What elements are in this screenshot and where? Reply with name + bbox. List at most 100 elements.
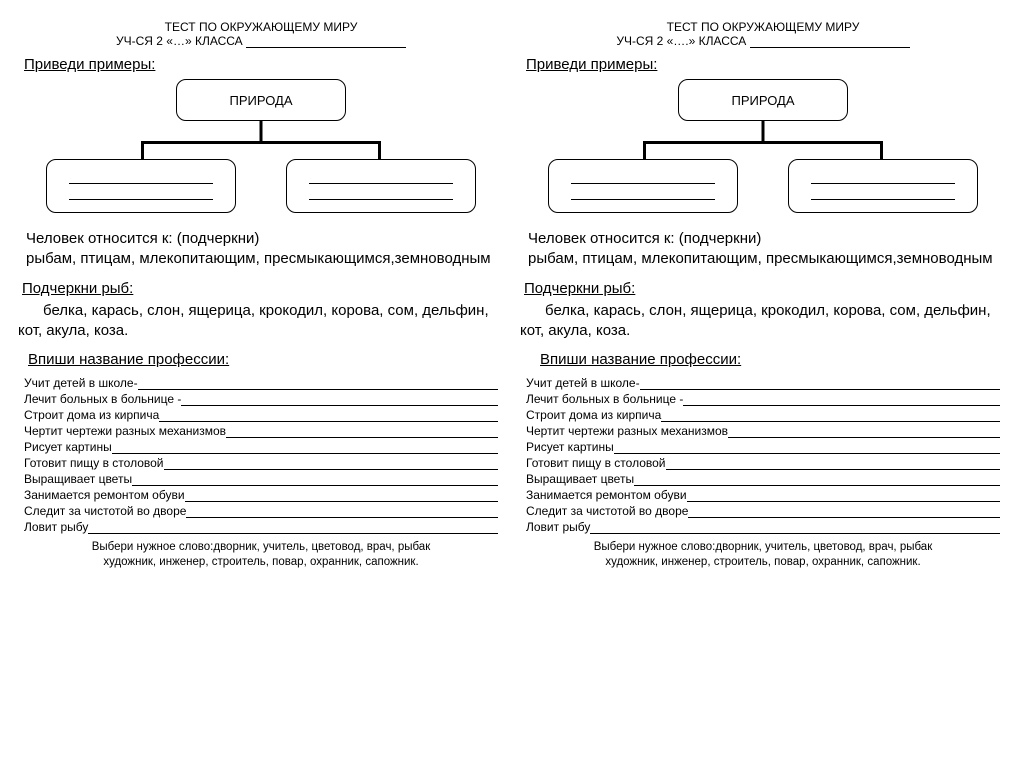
header-title: ТЕСТ ПО ОКРУЖАЮЩЕМУ МИРУ xyxy=(18,20,504,34)
question-2-title: Подчеркни рыб: xyxy=(22,280,504,297)
question-2-list: белка, карась, слон, ящерица, крокодил, … xyxy=(18,301,504,342)
profession-label: Лечит больных в больнице - xyxy=(526,392,683,406)
profession-blank xyxy=(614,442,1000,454)
profession-row: Чертит чертежи разных механизмов xyxy=(526,424,1000,438)
blank-line xyxy=(811,186,955,200)
profession-blank xyxy=(164,458,499,470)
connector-drop-right xyxy=(880,142,883,160)
profession-row: Строит дома из кирпича xyxy=(526,408,1000,422)
blank-line xyxy=(309,170,453,184)
profession-row: Занимается ремонтом обуви xyxy=(526,488,1000,502)
header-title: ТЕСТ ПО ОКРУЖАЮЩЕМУ МИРУ xyxy=(520,20,1006,34)
profession-blank xyxy=(590,522,1000,534)
profession-label: Ловит рыбу xyxy=(526,520,590,534)
connector-drop-left xyxy=(643,142,646,160)
footer-right: Выбери нужное слово:дворник, учитель, цв… xyxy=(520,540,1006,570)
profession-label: Чертит чертежи разных механизмов xyxy=(526,424,728,438)
profession-blank xyxy=(661,410,1000,422)
blank-line xyxy=(571,170,715,184)
profession-row: Учит детей в школе- xyxy=(24,376,498,390)
header-left: ТЕСТ ПО ОКРУЖАЮЩЕМУ МИРУ УЧ-СЯ 2 «…» КЛА… xyxy=(18,20,504,48)
profession-label: Лечит больных в больнице - xyxy=(24,392,181,406)
profession-row: Готовит пищу в столовой xyxy=(24,456,498,470)
profession-row: Рисует картины xyxy=(24,440,498,454)
profession-row: Следит за чистотой во дворе xyxy=(526,504,1000,518)
profession-label: Ловит рыбу xyxy=(24,520,88,534)
name-blank xyxy=(246,47,406,48)
connector-trunk xyxy=(260,121,263,143)
profession-row: Чертит чертежи разных механизмов xyxy=(24,424,498,438)
profession-label: Следит за чистотой во дворе xyxy=(526,504,688,518)
connector-drop-left xyxy=(141,142,144,160)
child-node-left xyxy=(548,159,738,213)
profession-blank xyxy=(186,506,498,518)
blank-line xyxy=(309,186,453,200)
connector-hbar xyxy=(643,141,883,144)
connector-trunk xyxy=(762,121,765,143)
profession-blank xyxy=(666,458,1001,470)
profession-row: Учит детей в школе- xyxy=(526,376,1000,390)
profession-row: Следит за чистотой во дворе xyxy=(24,504,498,518)
profession-label: Занимается ремонтом обуви xyxy=(526,488,687,502)
profession-blank xyxy=(185,490,498,502)
header-class: УЧ-СЯ 2 «…» КЛАССА xyxy=(18,34,504,48)
profession-row: Ловит рыбу xyxy=(526,520,1000,534)
profession-blank xyxy=(132,474,498,486)
question-1: Человек относится к: (подчеркни) рыбам, … xyxy=(528,229,1006,270)
profession-row: Готовит пищу в столовой xyxy=(526,456,1000,470)
profession-row: Лечит больных в больнице - xyxy=(526,392,1000,406)
child-node-right xyxy=(286,159,476,213)
root-node: ПРИРОДА xyxy=(678,79,848,121)
profession-blank xyxy=(88,522,498,534)
profession-blank xyxy=(728,426,1000,438)
nature-diagram: ПРИРОДА xyxy=(520,79,1006,219)
profession-list-left: Учит детей в школе- Лечит больных в больн… xyxy=(24,376,498,534)
profession-blank xyxy=(687,490,1000,502)
profession-row: Занимается ремонтом обуви xyxy=(24,488,498,502)
question-3-title: Впиши название профессии: xyxy=(28,351,504,368)
profession-label: Готовит пищу в столовой xyxy=(526,456,666,470)
profession-row: Выращивает цветы xyxy=(526,472,1000,486)
blank-line xyxy=(69,170,213,184)
profession-row: Выращивает цветы xyxy=(24,472,498,486)
profession-blank xyxy=(159,410,498,422)
profession-label: Занимается ремонтом обуви xyxy=(24,488,185,502)
profession-list-right: Учит детей в школе- Лечит больных в больн… xyxy=(526,376,1000,534)
profession-blank xyxy=(640,378,1000,390)
nature-diagram: ПРИРОДА xyxy=(18,79,504,219)
worksheet-right: ТЕСТ ПО ОКРУЖАЮЩЕМУ МИРУ УЧ-СЯ 2 «….» КЛ… xyxy=(512,20,1014,747)
profession-blank xyxy=(683,394,1000,406)
blank-line xyxy=(571,186,715,200)
question-1: Человек относится к: (подчеркни) рыбам, … xyxy=(26,229,504,270)
profession-row: Рисует картины xyxy=(526,440,1000,454)
examples-title: Приведи примеры: xyxy=(24,56,504,73)
examples-title: Приведи примеры: xyxy=(526,56,1006,73)
profession-label: Выращивает цветы xyxy=(24,472,132,486)
footer-left: Выбери нужное слово:дворник, учитель, цв… xyxy=(18,540,504,570)
profession-blank xyxy=(226,426,498,438)
profession-blank xyxy=(181,394,498,406)
profession-blank xyxy=(688,506,1000,518)
header-right: ТЕСТ ПО ОКРУЖАЮЩЕМУ МИРУ УЧ-СЯ 2 «….» КЛ… xyxy=(520,20,1006,48)
connector-hbar xyxy=(141,141,381,144)
worksheet-left: ТЕСТ ПО ОКРУЖАЮЩЕМУ МИРУ УЧ-СЯ 2 «…» КЛА… xyxy=(10,20,512,747)
profession-blank xyxy=(112,442,498,454)
connector-drop-right xyxy=(378,142,381,160)
header-class: УЧ-СЯ 2 «….» КЛАССА xyxy=(520,34,1006,48)
name-blank xyxy=(750,47,910,48)
child-node-left xyxy=(46,159,236,213)
profession-label: Учит детей в школе- xyxy=(24,376,138,390)
profession-row: Ловит рыбу xyxy=(24,520,498,534)
profession-row: Строит дома из кирпича xyxy=(24,408,498,422)
profession-label: Строит дома из кирпича xyxy=(24,408,159,422)
question-2-title: Подчеркни рыб: xyxy=(524,280,1006,297)
profession-label: Следит за чистотой во дворе xyxy=(24,504,186,518)
profession-label: Рисует картины xyxy=(24,440,112,454)
child-node-right xyxy=(788,159,978,213)
blank-line xyxy=(811,170,955,184)
profession-label: Чертит чертежи разных механизмов xyxy=(24,424,226,438)
profession-blank xyxy=(634,474,1000,486)
profession-label: Учит детей в школе- xyxy=(526,376,640,390)
question-3-title: Впиши название профессии: xyxy=(540,351,1006,368)
profession-label: Выращивает цветы xyxy=(526,472,634,486)
